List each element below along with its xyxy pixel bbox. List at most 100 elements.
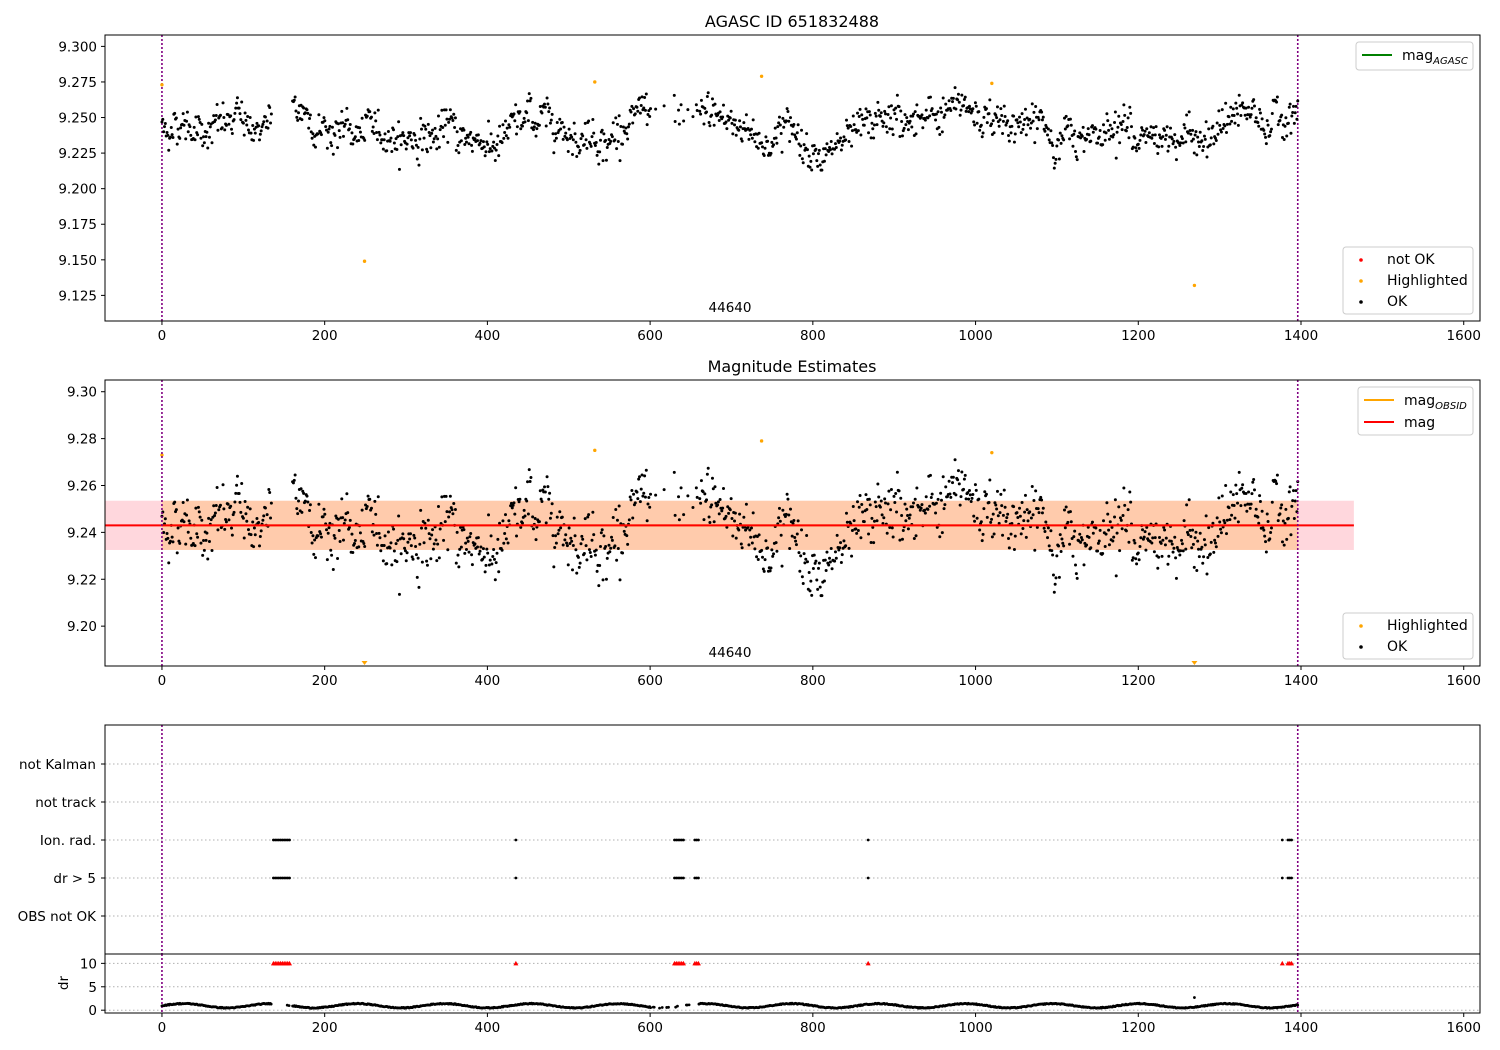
ok-point (1217, 109, 1221, 113)
ok-point (221, 483, 225, 487)
ok-point (883, 109, 887, 113)
ok-point (330, 125, 334, 129)
ok-point (1062, 138, 1066, 142)
ok-point (794, 539, 798, 543)
ok-point (204, 538, 208, 542)
ok-point (341, 134, 345, 138)
panel1-marker-legend[interactable]: not OK Highlighted OK (1342, 246, 1474, 315)
panel1-line-legend[interactable]: magAGASC (1355, 41, 1474, 71)
ok-point (750, 136, 754, 140)
ok-point (373, 499, 377, 503)
ok-point (844, 511, 848, 515)
ok-point (321, 515, 325, 519)
ok-point (975, 121, 979, 125)
ok-point (879, 111, 883, 115)
ok-point (572, 516, 576, 520)
ok-point (573, 132, 577, 136)
ok-point (202, 141, 206, 145)
panel2-marker-legend[interactable]: Highlighted OK (1342, 612, 1474, 660)
ok-point (1051, 156, 1055, 160)
panel2-line-legend[interactable]: magOBSID mag (1357, 386, 1474, 436)
ok-point (911, 112, 915, 116)
ok-point (982, 507, 986, 511)
ok-point (390, 149, 394, 153)
ok-point (397, 167, 401, 171)
ok-point (997, 124, 1001, 128)
ok-point (216, 528, 220, 532)
ok-point (699, 501, 703, 505)
ok-point (1020, 501, 1024, 505)
ok-point (345, 492, 349, 496)
ok-point (162, 530, 166, 534)
ok-point (1105, 112, 1109, 116)
ok-point (839, 148, 843, 152)
ok-point (531, 128, 535, 132)
ok-point (960, 93, 964, 97)
ok-point (1179, 141, 1183, 145)
ok-point (1290, 114, 1294, 118)
ok-point (253, 533, 257, 537)
ok-point (798, 153, 802, 157)
ok-point (200, 518, 204, 522)
ok-point (850, 554, 854, 558)
ok-point (543, 102, 547, 106)
ok-point (375, 138, 379, 142)
ok-point (1128, 490, 1132, 494)
ok-point (598, 564, 602, 568)
ok-point (1072, 535, 1076, 539)
ok-point (415, 157, 419, 161)
ok-point (403, 549, 407, 553)
x-tick-label: 1200 (1121, 1020, 1155, 1036)
ok-point (988, 478, 992, 482)
ok-point (1222, 518, 1226, 522)
ok-point (1236, 520, 1240, 524)
ok-point (1293, 111, 1297, 115)
ok-point (919, 506, 923, 510)
ok-point (336, 557, 340, 561)
ok-point (1264, 135, 1268, 139)
ok-point (998, 511, 1002, 515)
flag-category-label: dr > 5 (53, 871, 96, 887)
ok-point (1270, 111, 1274, 115)
ok-point (643, 495, 647, 499)
ok-point (749, 127, 753, 131)
ok-point (1074, 150, 1078, 154)
ok-point (175, 142, 179, 146)
ok-point (515, 132, 519, 136)
ok-point (308, 113, 312, 117)
ok-point (914, 534, 918, 538)
ok-point (777, 121, 781, 125)
ok-point (778, 519, 782, 523)
ok-point (1202, 145, 1206, 149)
ok-point (445, 510, 449, 514)
ok-point (1068, 510, 1072, 514)
ok-point (535, 525, 539, 529)
ok-point (839, 541, 843, 545)
ok-point (1230, 513, 1234, 517)
ok-point (1214, 545, 1218, 549)
ok-point (649, 492, 653, 496)
ok-point (434, 538, 438, 542)
ok-point (1192, 565, 1196, 569)
ok-point (1260, 117, 1264, 121)
highlighted-point (990, 81, 994, 86)
ok-point (495, 142, 499, 146)
ok-point (1071, 144, 1075, 148)
ok-point (436, 137, 440, 141)
dr-point (667, 1005, 670, 1009)
ok-point (207, 516, 211, 520)
ok-point (559, 526, 563, 530)
ok-point (852, 123, 856, 127)
ok-point (425, 563, 429, 567)
ok-point (1269, 530, 1273, 534)
ok-point (1249, 502, 1253, 506)
ok-point (237, 491, 241, 495)
ok-point (755, 555, 759, 559)
ok-point (928, 504, 932, 508)
ok-point (828, 560, 832, 564)
ok-point (523, 514, 527, 518)
ok-point (260, 125, 264, 129)
ok-point (1218, 520, 1222, 524)
ok-point (1079, 536, 1083, 540)
ok-point (1122, 486, 1126, 490)
